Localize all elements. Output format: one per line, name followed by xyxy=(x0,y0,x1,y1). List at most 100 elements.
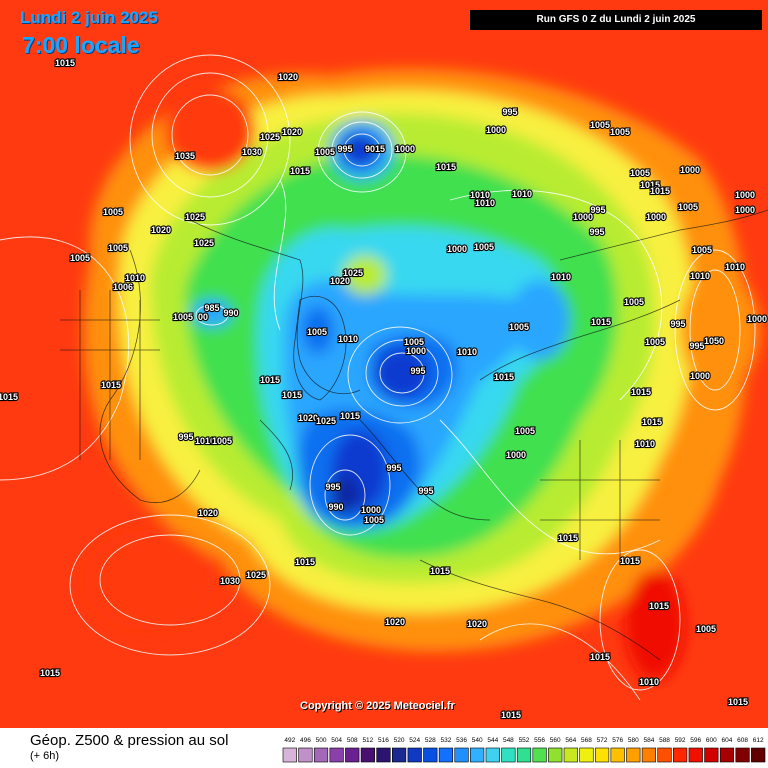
pressure-label: 995 xyxy=(386,463,401,473)
pressure-label: 1020 xyxy=(151,225,171,235)
scale-value-label: 500 xyxy=(316,737,327,744)
pressure-label: 9015 xyxy=(365,144,385,154)
pressure-label: 1005 xyxy=(624,297,644,307)
pressure-label: 1005 xyxy=(610,127,630,137)
pressure-label: 1015 xyxy=(436,162,456,172)
forecast-date: Lundi 2 juin 2025 xyxy=(20,8,158,27)
geopotential-map: 1015 1020 1025 1020 1030 1035 1005 995 9015 1000 9… xyxy=(0,0,768,728)
scale-value-label: 608 xyxy=(737,737,748,744)
scale-value-label: 580 xyxy=(628,737,639,744)
pressure-label: 1015 xyxy=(282,390,302,400)
pressure-label: 1015 xyxy=(649,601,669,611)
pressure-label: 1010 xyxy=(551,272,571,282)
scale-value-label: 600 xyxy=(706,737,717,744)
scale-value-label: 496 xyxy=(300,737,311,744)
pressure-label: 1005 xyxy=(474,242,494,252)
pressure-label: 1020 xyxy=(278,72,298,82)
pressure-label: 1035 xyxy=(175,151,195,161)
pressure-label: 1005 xyxy=(173,312,193,322)
pressure-label: 1000 xyxy=(395,144,415,154)
run-info: Run GFS 0 Z du Lundi 2 juin 2025 xyxy=(470,10,762,30)
scale-swatch xyxy=(688,747,703,763)
scale-value-label: 532 xyxy=(441,737,452,744)
pressure-label: 1015 xyxy=(642,417,662,427)
pressure-label: 1005 xyxy=(678,202,698,212)
scale-value-label: 612 xyxy=(753,737,764,744)
scale-value-label: 508 xyxy=(347,737,358,744)
pressure-label: 1010 xyxy=(338,334,358,344)
scale-swatch xyxy=(282,747,297,763)
scale-swatch xyxy=(391,747,407,763)
pressure-label: 1005 xyxy=(692,245,712,255)
pressure-label: 1005 xyxy=(696,624,716,634)
pressure-label: 1000 xyxy=(690,371,710,381)
pressure-label: 1000 xyxy=(680,165,700,175)
color-scale-legend: 492 496 500 504 508 512 516 520 524 528 532 536 540 5… xyxy=(282,737,766,763)
pressure-label: 1000 xyxy=(646,212,666,222)
scale-swatch xyxy=(751,747,766,763)
scale-swatch xyxy=(626,747,641,763)
copyright-notice: Copyright © 2025 Meteociel.fr xyxy=(300,700,455,712)
pressure-label: 1005 xyxy=(212,436,232,446)
pressure-label: 1005 xyxy=(70,253,90,263)
pressure-label: 1010 xyxy=(512,189,532,199)
pressure-label: 1015 xyxy=(631,387,651,397)
pressure-label: 1015 xyxy=(620,556,640,566)
scale-value-label: 556 xyxy=(534,737,545,744)
pressure-label: 1020 xyxy=(282,127,302,137)
pressure-label: 1010 xyxy=(639,677,659,687)
pressure-label: 1000 xyxy=(486,125,506,135)
pressure-label: 1010 xyxy=(635,439,655,449)
scale-swatch xyxy=(719,747,735,763)
pressure-label: 990 xyxy=(328,502,343,512)
pressure-label: 1020 xyxy=(385,617,405,627)
scale-swatch xyxy=(438,747,454,763)
scale-value-label: 584 xyxy=(643,737,654,744)
scale-swatch xyxy=(298,747,313,763)
forecast-offset: (+ 6h) xyxy=(30,750,60,762)
z500-color-field xyxy=(0,0,768,728)
pressure-label: 1015 xyxy=(290,166,310,176)
pressure-label: 1020 xyxy=(198,508,218,518)
scale-value-label: 520 xyxy=(394,737,405,744)
pressure-label: 1030 xyxy=(242,147,262,157)
pressure-label: 990 xyxy=(223,308,238,318)
pressure-label: 1000 xyxy=(573,212,593,222)
scale-swatch xyxy=(610,747,625,763)
pressure-label: 995 xyxy=(410,366,425,376)
scale-value-label: 544 xyxy=(487,737,498,744)
scale-swatch xyxy=(470,747,485,763)
scale-value-label: 540 xyxy=(472,737,483,744)
scale-swatch xyxy=(454,747,469,763)
pressure-label: 1005 xyxy=(590,120,610,130)
pressure-label: 1010 xyxy=(125,273,145,283)
pressure-label: 1015 xyxy=(260,375,280,385)
scale-value-label: 524 xyxy=(409,737,420,744)
pressure-label: 1000 xyxy=(506,450,526,460)
pressure-label: 1015 xyxy=(101,380,121,390)
pressure-label: 1030 xyxy=(220,576,240,586)
pressure-label: 1015 xyxy=(0,392,18,402)
scale-swatch xyxy=(360,747,375,763)
pressure-label: 1000 xyxy=(747,314,767,324)
pressure-label: 995 xyxy=(178,432,193,442)
pressure-label: 1025 xyxy=(246,570,266,580)
pressure-label: 1000 xyxy=(361,505,381,515)
pressure-label: 1015 xyxy=(590,652,610,662)
scale-value-label: 588 xyxy=(659,737,670,744)
pressure-label: 1010 xyxy=(195,436,215,446)
pressure-label: 1005 xyxy=(404,337,424,347)
pressure-label: 1025 xyxy=(343,268,363,278)
pressure-label: 995 xyxy=(589,227,604,237)
scale-swatch xyxy=(594,747,610,763)
pressure-label: 1000 xyxy=(447,244,467,254)
isobars xyxy=(0,54,756,701)
coastlines xyxy=(60,209,768,661)
scale-swatch xyxy=(345,747,360,763)
scale-swatch xyxy=(673,747,688,763)
scale-swatch xyxy=(641,747,657,763)
scale-value-label: 504 xyxy=(331,737,342,744)
scale-value-label: 592 xyxy=(675,737,686,744)
pressure-label: 1015 xyxy=(501,710,521,720)
pressure-label: 1010 xyxy=(457,347,477,357)
